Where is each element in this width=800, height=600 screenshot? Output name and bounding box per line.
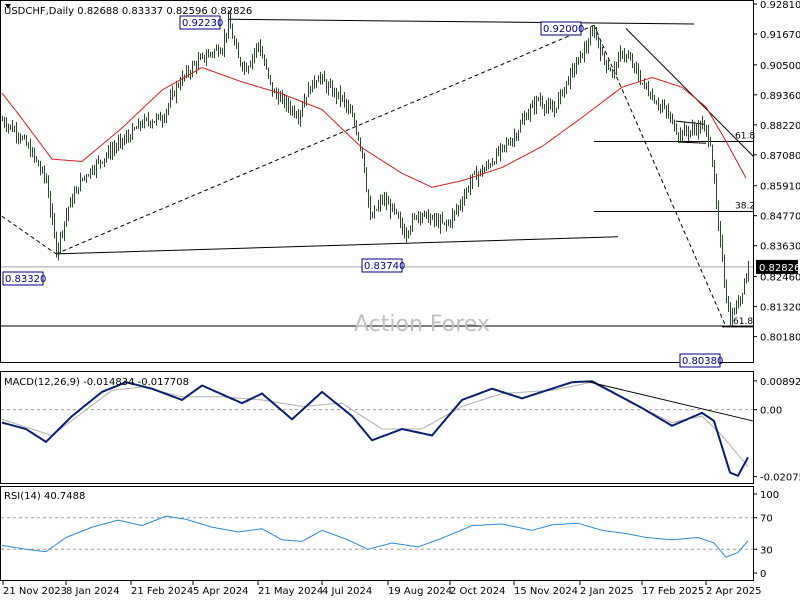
fib-level-label: 61.8 (735, 131, 755, 141)
lower-channel-line (55, 236, 619, 255)
date-tick-label: 21 Feb 2024 (131, 586, 193, 597)
short-resistance-line (675, 120, 705, 125)
fibonacci-labels: 61.8 38.2 61.8 (733, 131, 755, 326)
price-tick-label: 0.87080 (760, 151, 800, 162)
price-annotation-labels: 0.92230 0.92000 0.83320 0.83740 0.80380 (2, 15, 723, 368)
upper-channel-line (227, 18, 695, 25)
last-price-label: 0.82826 (759, 263, 800, 274)
price-tick-label: 0.82460 (760, 273, 800, 284)
moving-average-line (1, 66, 747, 188)
dotted-trend-down (593, 25, 727, 328)
date-tick-label: 2 Apr 2025 (706, 586, 761, 597)
rsi-tick-label: 100 (760, 490, 779, 501)
price-label-text: 0.92230 (182, 18, 223, 29)
rsi-tick-label: 70 (760, 514, 773, 525)
date-tick-label: 21 Nov 2023 (3, 586, 67, 597)
price-tick-label: 0.81320 (760, 303, 800, 314)
price-label-box (540, 21, 582, 36)
price-trendlines (1, 18, 755, 328)
fib-level-label: 38.2 (735, 201, 755, 211)
date-tick-label: 21 May 2024 (258, 586, 323, 597)
price-label-box (2, 271, 44, 286)
price-tick-label: 0.88220 (760, 121, 800, 132)
macd-axis: 0.008923 0.00 -0.020759 (753, 377, 800, 484)
price-tick-label: 0.92810 (760, 0, 800, 11)
macd-pane-title: MACD(12,26,9) -0.014834 -0.017708 (4, 377, 189, 388)
price-tick-label: 0.85910 (760, 182, 800, 193)
price-tick-label: 0.83630 (760, 242, 800, 253)
dotted-trend-left (1, 215, 57, 255)
macd-resistance-line (585, 380, 754, 422)
rsi-pane (0, 486, 754, 581)
dropdown-triangle-icon (5, 4, 11, 9)
price-label-text: 0.83740 (364, 261, 405, 272)
rsi-line (1, 515, 749, 558)
price-label-box (679, 353, 721, 368)
price-pane (0, 0, 754, 363)
price-label-text: 0.80380 (682, 356, 723, 367)
date-tick-label: 2 Jan 2025 (580, 586, 634, 597)
rsi-tick-label: 30 (760, 545, 773, 556)
rsi-reference-lines (1, 517, 753, 550)
last-price-box (756, 259, 798, 274)
fib-level-label: 61.8 (733, 317, 753, 327)
descending-trendline (625, 28, 755, 158)
short-support-line (677, 141, 707, 144)
date-tick-label: 15 Nov 2024 (514, 586, 578, 597)
price-tick-label: 0.84770 (760, 212, 800, 223)
price-label-text: 0.92000 (543, 24, 584, 35)
price-pane-title: USDCHF,Daily 0.82688 0.83337 0.82596 0.8… (4, 6, 252, 17)
rsi-axis: 100 70 30 0 (753, 490, 779, 580)
rsi-tick-label: 0 (760, 569, 766, 580)
macd-pane (0, 371, 754, 484)
candlestick-series (2, 9, 749, 328)
date-tick-label: 5 Apr 2024 (193, 586, 248, 597)
macd-tick-label: 0.00 (760, 406, 782, 417)
date-tick-label: 4 Jul 2024 (322, 586, 372, 597)
price-label-text: 0.83320 (5, 274, 46, 285)
macd-trendline (585, 380, 754, 422)
date-tick-label: 8 Jan 2024 (66, 586, 120, 597)
rsi-pane-title: RSI(14) 40.7488 (4, 491, 85, 502)
price-tick-label: 0.80180 (760, 333, 800, 344)
price-tick-label: 0.89360 (760, 91, 800, 102)
macd-line (1, 380, 749, 478)
price-label-box (361, 258, 403, 273)
price-tick-label: 0.91670 (760, 30, 800, 41)
price-label-box (179, 15, 221, 30)
macd-tick-label: 0.008923 (760, 377, 800, 388)
macd-tick-label: -0.020759 (760, 473, 800, 484)
price-tick-label: 0.90500 (760, 61, 800, 72)
date-tick-label: 19 Aug 2024 (388, 586, 452, 597)
price-axis: 0.92810 0.91670 0.90500 0.89360 0.88220 0.870… (753, 0, 800, 344)
date-tick-label: 17 Feb 2025 (642, 586, 704, 597)
watermark-text: Action Forex (354, 312, 490, 337)
date-tick-label: 2 Oct 2024 (450, 586, 505, 597)
